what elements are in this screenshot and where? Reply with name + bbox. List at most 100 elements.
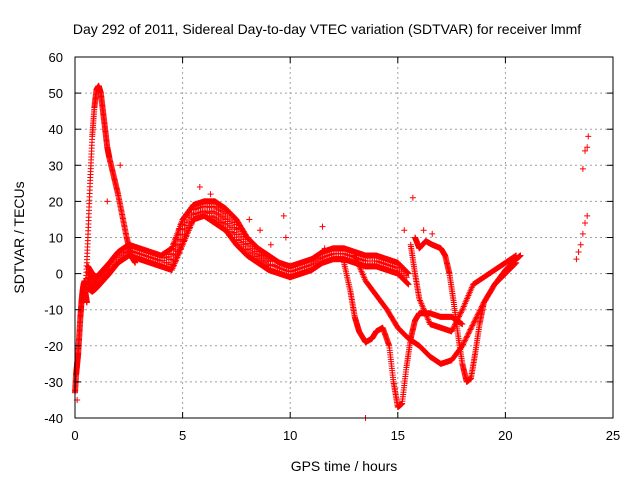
data-point: [585, 133, 592, 140]
series-early-spike: [82, 82, 139, 292]
series-dip-A: [341, 259, 466, 411]
data-point: [466, 329, 473, 336]
series-main-band-fill: [84, 198, 410, 295]
grid: [74, 56, 614, 419]
y-tick-label: 60: [49, 50, 63, 65]
data-point: [470, 321, 477, 328]
data-point: [458, 308, 465, 315]
data-point: [174, 254, 181, 261]
y-tick-label: 20: [49, 194, 63, 209]
data-point: [579, 165, 586, 172]
data-point: [457, 310, 464, 317]
data-point: [172, 258, 179, 265]
data-point: [117, 162, 124, 169]
data-point: [450, 324, 457, 331]
x-tick-label: 0: [71, 428, 78, 443]
data-point: [469, 322, 476, 329]
data-point: [236, 222, 243, 229]
data-point: [176, 250, 183, 257]
series-dip-D: [407, 241, 520, 335]
data-point: [575, 248, 582, 255]
data-point: [459, 321, 466, 328]
series-late-cluster: [573, 133, 592, 263]
data-point: [511, 261, 518, 268]
data-point: [429, 230, 436, 237]
data-point: [188, 220, 195, 227]
data-point: [460, 340, 467, 347]
data-point: [240, 228, 247, 235]
data-point: [207, 191, 214, 198]
y-tick-label: 50: [49, 86, 63, 101]
data-point: [453, 317, 460, 324]
data-point: [465, 330, 472, 337]
data-point: [468, 323, 475, 330]
data-point: [456, 312, 463, 319]
data-point: [179, 241, 186, 248]
y-tick-label: 40: [49, 122, 63, 137]
y-tick-label: 30: [49, 158, 63, 173]
data-point: [577, 241, 584, 248]
data-point: [280, 212, 287, 219]
x-tick-label: 20: [498, 428, 512, 443]
data-point: [403, 279, 410, 286]
data-point: [448, 328, 455, 335]
data-point: [104, 198, 111, 205]
y-tick-label: -30: [44, 375, 63, 390]
data-point: [584, 144, 591, 151]
data-point: [452, 320, 459, 327]
data-point: [105, 271, 112, 278]
data-point: [471, 318, 478, 325]
data-point: [573, 256, 580, 263]
data-point: [582, 147, 589, 154]
series-outliers: [74, 162, 436, 421]
data-point: [461, 338, 468, 345]
data-point: [455, 314, 462, 321]
y-axis-label: SDTVAR / TECUs: [11, 181, 27, 293]
data-point: [466, 327, 473, 334]
data-point: [451, 322, 458, 329]
data-point: [455, 313, 462, 320]
data-point: [582, 220, 589, 227]
data-point: [403, 268, 410, 275]
data-point: [132, 259, 139, 266]
y-tick-label: 10: [49, 231, 63, 246]
data-point: [242, 231, 249, 238]
data-point: [196, 183, 203, 190]
data-point: [470, 319, 477, 326]
y-tick-label: 0: [56, 267, 63, 282]
data-point: [513, 252, 520, 259]
data-point: [458, 309, 465, 316]
data-point: [449, 327, 456, 334]
data-point: [464, 331, 471, 338]
y-tick-label: -10: [44, 303, 63, 318]
data-point: [233, 216, 240, 223]
data-point: [267, 241, 274, 248]
data-point: [404, 280, 411, 287]
x-tick-label: 25: [606, 428, 620, 443]
data-point: [462, 337, 469, 344]
data-point: [579, 230, 586, 237]
chart-title: Day 292 of 2011, Sidereal Day-to-day VTE…: [73, 21, 581, 37]
data-point: [186, 224, 193, 231]
data-point: [468, 325, 475, 332]
series-dip-C: [412, 234, 520, 385]
axis-ticks: 0 5 10 15 20 25 -40 -30 -20 -10 0 10 20 30 40 50 60: [44, 50, 620, 443]
data-point: [257, 227, 264, 234]
x-tick-label: 15: [391, 428, 405, 443]
data-point: [464, 333, 471, 340]
data-point: [319, 223, 326, 230]
data-point: [83, 299, 90, 306]
data-point: [512, 260, 519, 267]
data-point: [235, 219, 242, 226]
data-point: [409, 194, 416, 201]
data-point: [462, 336, 469, 343]
data-point: [170, 262, 177, 269]
data-point: [246, 216, 253, 223]
data-point: [183, 233, 190, 240]
data-point: [449, 325, 456, 332]
data-point: [420, 227, 427, 234]
data-point: [513, 259, 520, 266]
data-point: [454, 316, 461, 323]
y-tick-label: -20: [44, 339, 63, 354]
